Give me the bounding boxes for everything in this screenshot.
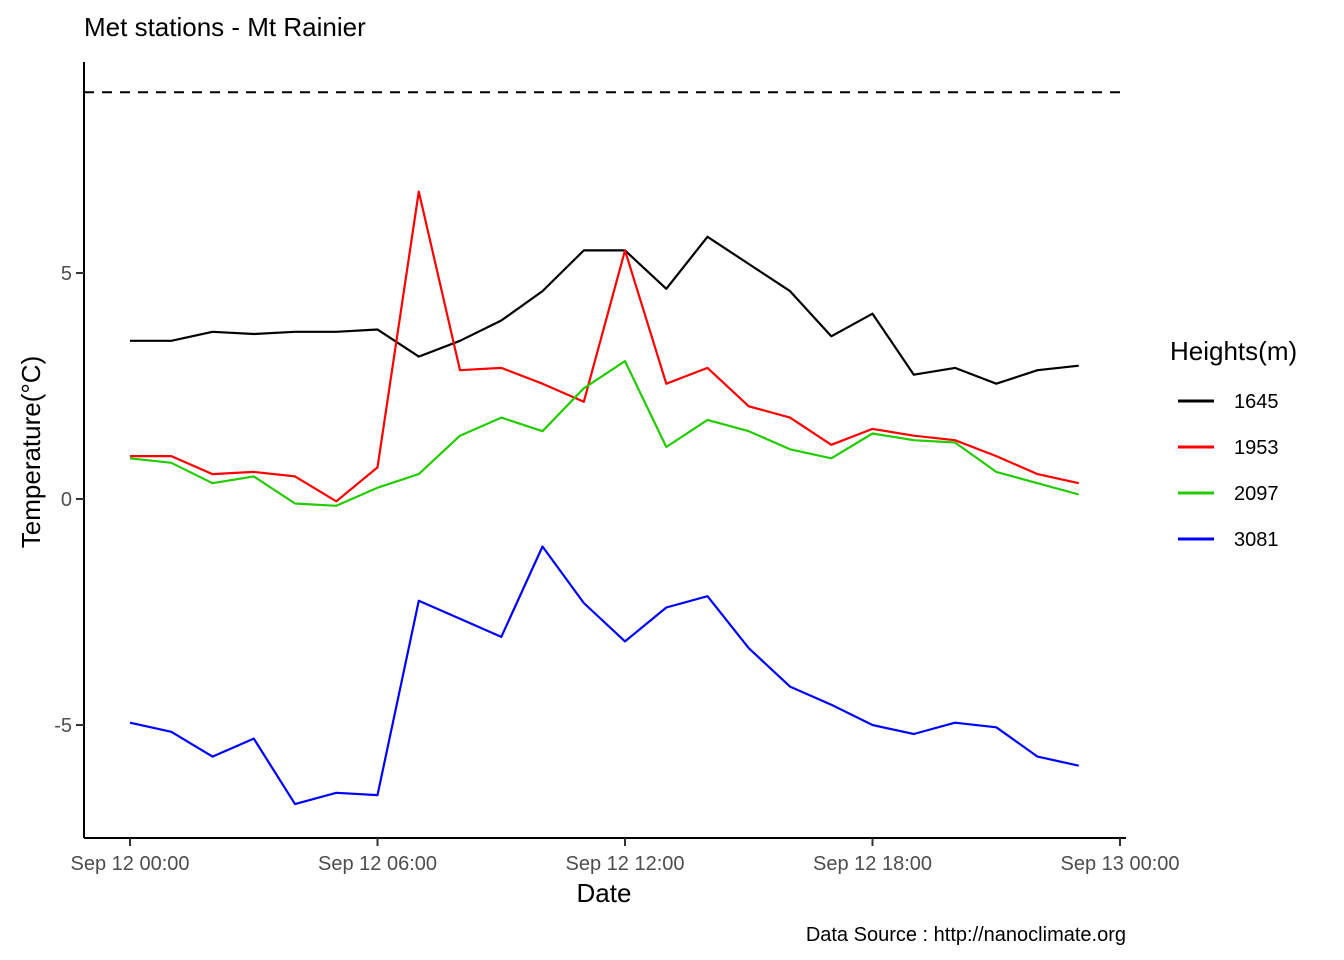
y-axis-ticks: -5 0 5 [54,263,84,737]
y-tick-label: 0 [61,489,72,511]
x-tick-label: Sep 12 12:00 [566,853,685,875]
series-layer [129,190,1080,806]
legend-title: Heights(m) [1170,336,1297,366]
series-line-1645 [130,235,1079,385]
y-tick-label: -5 [54,715,72,737]
legend-label-1953: 1953 [1234,437,1279,459]
x-tick-label: Sep 12 06:00 [318,853,437,875]
x-tick-label: Sep 12 00:00 [71,853,190,875]
y-axis-title: Temperature(°C) [16,356,46,548]
chart-title: Met stations - Mt Rainier [84,12,366,42]
legend: Heights(m) 1645 1953 2097 3081 [1170,336,1297,551]
series-line-3081 [129,545,1080,806]
plot-area: Sep 12 00:00 Sep 12 06:00 Sep 12 12:00 Sep … [54,62,1180,875]
x-axis-ticks: Sep 12 00:00 Sep 12 06:00 Sep 12 12:00 Sep … [71,838,1180,875]
x-tick-label: Sep 13 00:00 [1061,853,1180,875]
legend-label-3081: 3081 [1234,529,1279,551]
data-source-caption: Data Source : http://nanoclimate.org [806,924,1126,946]
legend-label-2097: 2097 [1234,483,1279,505]
legend-items: 1645 1953 2097 3081 [1178,391,1279,551]
y-tick-label: 5 [61,263,72,285]
series-line-1953 [130,190,1080,503]
x-tick-label: Sep 12 18:00 [813,853,932,875]
x-axis-title: Date [577,878,632,908]
series-line-2097 [129,360,1080,507]
legend-label-1645: 1645 [1234,391,1279,413]
